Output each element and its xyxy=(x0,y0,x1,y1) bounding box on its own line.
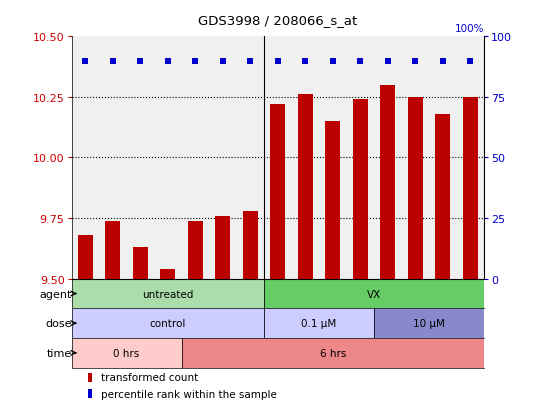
Point xyxy=(273,58,282,65)
Point xyxy=(328,58,337,65)
Bar xyxy=(374,309,484,338)
Text: control: control xyxy=(150,318,186,328)
Text: time: time xyxy=(46,348,72,358)
Bar xyxy=(264,279,484,309)
Bar xyxy=(72,338,182,368)
Bar xyxy=(215,216,230,279)
Point xyxy=(218,58,227,65)
Bar xyxy=(160,269,175,279)
Bar xyxy=(353,100,368,279)
Point xyxy=(136,58,145,65)
Point xyxy=(81,58,90,65)
Bar xyxy=(325,122,340,279)
Bar xyxy=(133,248,148,279)
Bar xyxy=(380,85,395,279)
Bar xyxy=(105,221,120,279)
Point xyxy=(438,58,447,65)
Point xyxy=(301,58,310,65)
Bar xyxy=(182,338,484,368)
Text: agent: agent xyxy=(39,289,72,299)
Bar xyxy=(243,211,258,279)
Text: untreated: untreated xyxy=(142,289,194,299)
Text: dose: dose xyxy=(45,318,72,328)
Text: GDS3998 / 208066_s_at: GDS3998 / 208066_s_at xyxy=(198,14,358,27)
Bar xyxy=(78,235,93,279)
Point xyxy=(108,58,117,65)
Bar xyxy=(88,389,92,399)
Text: 0.1 μM: 0.1 μM xyxy=(301,318,337,328)
Text: 0 hrs: 0 hrs xyxy=(113,348,140,358)
Bar xyxy=(408,97,423,279)
Point xyxy=(383,58,392,65)
Text: VX: VX xyxy=(367,289,381,299)
Point xyxy=(466,58,475,65)
Bar xyxy=(188,221,203,279)
Text: percentile rank within the sample: percentile rank within the sample xyxy=(101,389,277,399)
Point xyxy=(163,58,172,65)
Bar xyxy=(88,373,92,382)
Bar xyxy=(463,97,478,279)
Bar xyxy=(72,309,264,338)
Text: 10 μM: 10 μM xyxy=(413,318,445,328)
Point xyxy=(411,58,420,65)
Bar xyxy=(298,95,313,279)
Point xyxy=(191,58,200,65)
Bar xyxy=(435,114,450,279)
Point xyxy=(246,58,255,65)
Bar xyxy=(264,309,374,338)
Text: transformed count: transformed count xyxy=(101,373,198,382)
Point xyxy=(356,58,365,65)
Bar xyxy=(270,105,285,279)
Text: 6 hrs: 6 hrs xyxy=(320,348,346,358)
Bar xyxy=(72,279,264,309)
Text: 100%: 100% xyxy=(454,24,484,33)
